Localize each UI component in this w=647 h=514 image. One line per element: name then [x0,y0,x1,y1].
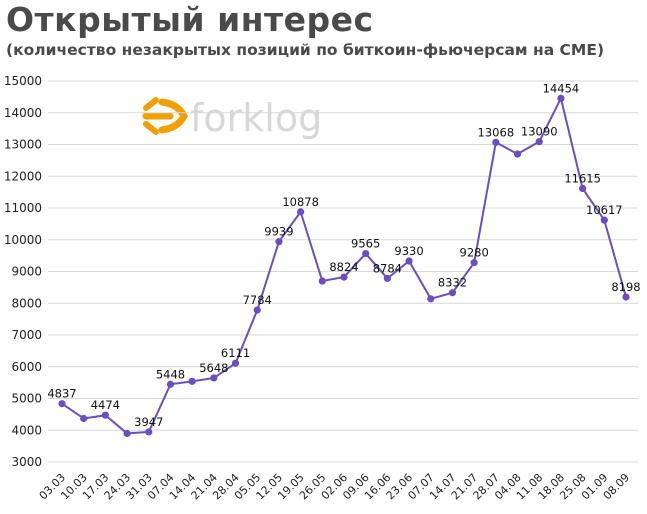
y-tick-label: 4000 [11,423,42,437]
y-tick-label: 10000 [4,233,42,247]
data-point [383,274,391,282]
data-point [557,94,565,102]
data-point [362,249,370,258]
forklog-arrow-icon [142,97,188,135]
data-point [448,289,457,297]
data-label: 10878 [282,195,319,209]
data-label: 8198 [611,280,640,294]
page-title: Открытый интерес [6,0,374,39]
forklog-logo: forklog [142,96,322,140]
data-point [600,216,608,224]
data-label: 4837 [47,387,76,401]
y-tick-label: 11000 [4,201,42,215]
data-point [427,295,435,303]
y-tick-label: 15000 [4,74,42,88]
data-label: 13068 [478,125,515,139]
data-point [253,306,261,314]
data-label: 5648 [199,361,228,375]
data-point [58,400,66,408]
data-label: 8784 [373,261,402,275]
y-tick-label: 8000 [11,296,42,310]
data-point [80,414,88,423]
y-tick-label: 5000 [11,392,42,406]
data-point [318,277,326,285]
data-point [275,238,283,246]
y-tick-label: 3000 [11,455,42,469]
y-tick-label: 7000 [11,328,42,342]
data-point [405,257,413,265]
data-label: 6111 [221,346,250,360]
data-point [166,380,175,388]
data-label: 9565 [351,237,380,251]
y-tick-label: 14000 [4,106,42,120]
data-label: 9330 [394,244,423,258]
data-label: 5448 [156,367,185,381]
data-point [145,428,153,436]
page-subtitle: (количество незакрытых позиций по биткои… [6,41,605,59]
data-point [579,184,587,193]
y-tick-label: 9000 [11,265,42,279]
data-point [210,374,218,382]
data-point [513,150,522,158]
data-point [297,208,305,216]
data-point [123,429,131,438]
y-tick-label: 6000 [11,360,42,374]
data-point [535,138,543,146]
data-label: 9280 [460,246,489,260]
data-label: 10617 [586,203,623,217]
y-tick-label: 13000 [4,138,42,152]
data-point [622,293,630,301]
data-point [340,273,348,281]
forklog-logo-text: forklog [190,96,322,140]
y-tick-label: 12000 [4,169,42,183]
data-label: 8332 [438,276,467,290]
data-label: 13090 [521,125,558,139]
data-point [101,411,109,419]
data-label: 3947 [134,415,163,429]
data-label: 14454 [543,81,580,95]
data-label: 11615 [564,171,601,185]
data-label: 9939 [264,225,293,239]
data-label: 7784 [243,293,272,307]
data-point [188,377,196,385]
data-label: 8824 [329,260,358,274]
data-label: 4474 [91,398,120,412]
data-point [470,259,478,267]
data-point [231,359,240,367]
data-point [492,138,500,146]
